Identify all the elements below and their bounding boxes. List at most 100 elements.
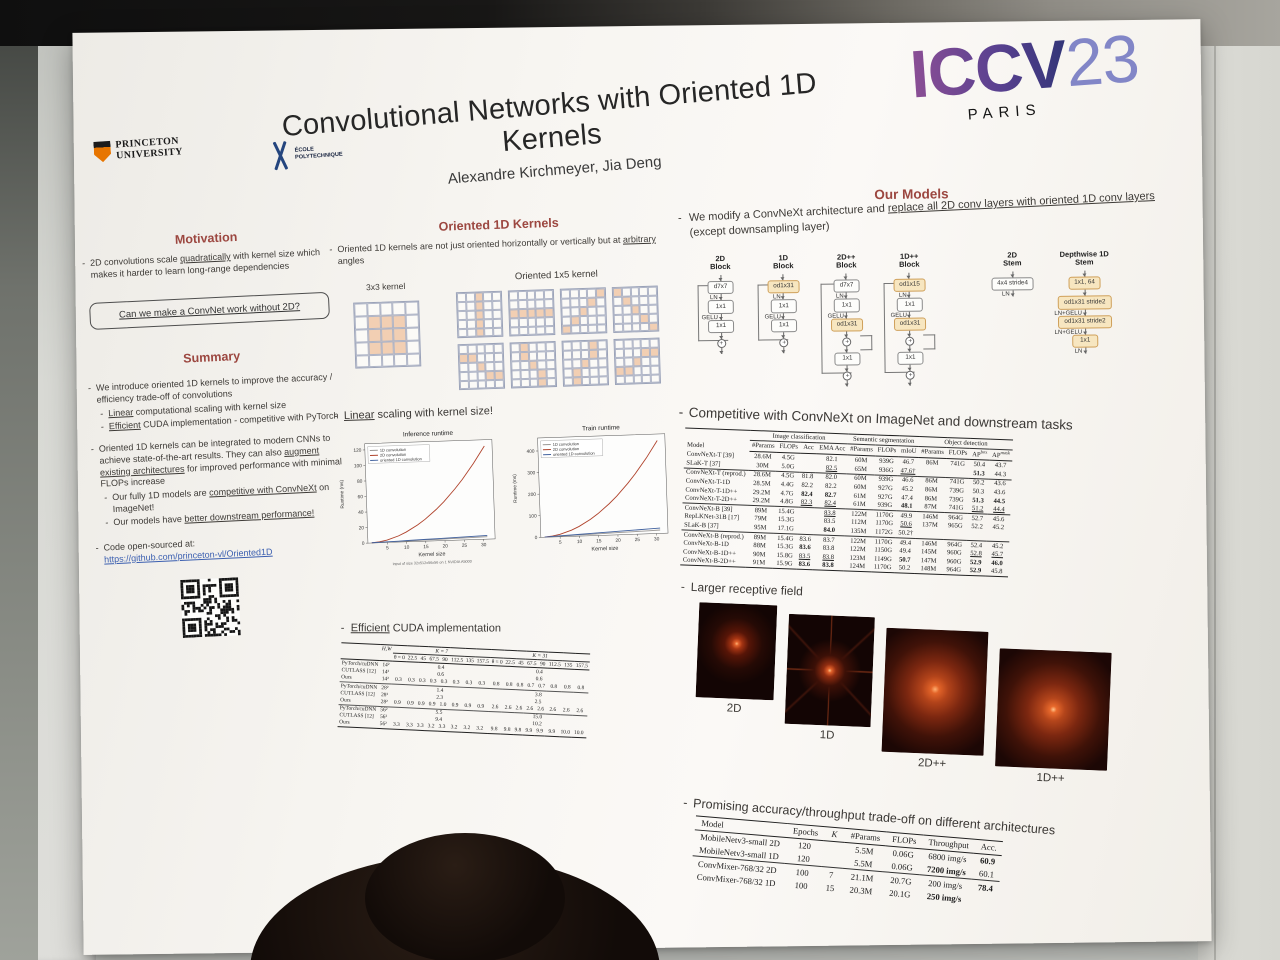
conv-node: 1x1 [833, 298, 860, 313]
svg-text:30: 30 [481, 542, 487, 548]
fft-spectrum-image [995, 648, 1112, 771]
layer-label: LN [1001, 291, 1010, 298]
kernel-cell [511, 361, 521, 371]
block-title: 2D Block [710, 253, 731, 272]
svg-text:25: 25 [462, 543, 468, 549]
kernel-cell [485, 370, 495, 380]
kernel-1x5-label: Oriented 1x5 kernel [514, 268, 598, 283]
kernel-cell [519, 352, 529, 362]
kernel-cell [649, 322, 659, 332]
kernel-cell [639, 296, 649, 306]
kernel-cell [468, 380, 478, 390]
motivation-bullet: 2D convolutions scale quadratically with… [81, 246, 334, 281]
kernel-cell [393, 340, 408, 354]
svg-text:1D convolution: 1D convolution [380, 447, 406, 453]
kernel-cell [624, 374, 634, 385]
kernel-cell [597, 323, 607, 333]
kernel-cell [527, 308, 537, 318]
kernel-cell [393, 327, 407, 342]
svg-text:Train runtime: Train runtime [582, 425, 620, 433]
block-title: 2D Stem [1003, 250, 1022, 268]
kernel-cell [465, 292, 475, 303]
kernel-grid [455, 291, 504, 339]
kernel-cell [407, 353, 421, 367]
kernel-cell [406, 327, 420, 341]
kernel-cell [486, 379, 496, 389]
kernel-cell [561, 307, 571, 317]
svg-text:input of size 32x512x56x56 on: input of size 32x512x56x56 on 1 NVIDIA A… [393, 560, 472, 567]
kernel-cell [632, 339, 642, 349]
kernel-cell [615, 366, 625, 376]
layer-label: LN [1074, 348, 1083, 355]
kernel-cell [459, 380, 469, 390]
kernel-cell [483, 309, 493, 320]
conv-node: 1x1 [897, 351, 924, 365]
kernel-cell [355, 354, 370, 368]
person-head [365, 833, 565, 960]
model-block: 2D Block d7x7 LN 1x1 GELU 1x1 + [691, 254, 751, 388]
receptive-label: 1D [819, 729, 835, 742]
kernel-cell [527, 317, 537, 327]
kernel-cell [538, 377, 548, 387]
kernel-cell [614, 340, 624, 350]
kernel-cell [622, 322, 632, 333]
kernel-cell [578, 298, 588, 308]
kernel-cell [613, 314, 623, 324]
kernel-cell [475, 319, 485, 329]
residual-sum: + [716, 338, 726, 348]
runtime-plot: 0 20 40 60 80 100 120 5 10 15 20 25 30 Inference runt… [339, 430, 496, 567]
kernel-cell [535, 308, 545, 318]
kernel-cell [536, 325, 546, 335]
kernel-cell [571, 359, 582, 369]
receptive-field-images: 2D 1D 2D++ 1D++ [675, 602, 1207, 791]
kernel-cell [641, 365, 651, 375]
kernel-cell [589, 367, 599, 377]
kernel-cell [570, 315, 580, 326]
stem-diagrams: 2D Stem 4x4 stride4 LN Depthwise 1D Stem 1x1, … [982, 249, 1115, 355]
kernel-cell [546, 377, 557, 387]
kernel-cell [483, 292, 493, 302]
kernel-cell [511, 378, 521, 388]
kernel-cell [537, 369, 547, 379]
kernel-cell [456, 293, 466, 303]
code-bullet: Code open-sourced at: https://github.com… [94, 531, 347, 566]
conv-node: 1x1 [770, 318, 798, 333]
kernel-cell [494, 352, 504, 362]
receptive-column: 1D++ [994, 615, 1113, 787]
runtime-plots: 0 20 40 60 80 100 120 5 10 15 20 25 30 Inference runt… [334, 417, 681, 588]
kernel-cell [528, 360, 538, 370]
kernel-cell [492, 318, 503, 328]
kernel-3x3-label: 3x3 kernel [365, 281, 406, 293]
conv-node: 4x4 stride4 [991, 277, 1035, 291]
kernel-cell [587, 288, 597, 299]
kernel-grid [507, 289, 556, 337]
kernel-cell [598, 358, 608, 368]
kernel-cell [537, 360, 547, 370]
kernel-cell [546, 359, 556, 370]
kernel-cell [598, 349, 608, 359]
kernel-cell [624, 366, 634, 376]
conv-node: od1x31 stride2 [1058, 314, 1112, 329]
kernel-cell [633, 365, 643, 375]
kernel-cell [621, 296, 631, 306]
kernel-cell [367, 315, 381, 330]
kernel-cell [630, 296, 640, 306]
wall-left-edge [0, 0, 38, 960]
kernel-cell [598, 375, 609, 385]
kernel-cell [630, 305, 641, 315]
svg-text:15: 15 [423, 544, 429, 550]
kernel-cell [640, 322, 650, 332]
kernel-cell [354, 316, 368, 330]
kernel-cell [493, 327, 503, 337]
poster-title-block: Convolutional Networks with Oriented 1D … [239, 64, 864, 204]
kernel-cell [561, 298, 571, 308]
kernel-cell [529, 378, 539, 388]
kernel-cell [588, 340, 599, 351]
conv-node: 1x1 [896, 297, 923, 312]
kernel-cell [623, 357, 634, 367]
kernel-cell [588, 324, 598, 334]
svg-text:2D convolution: 2D convolution [380, 452, 406, 458]
kernel-cell [476, 362, 486, 372]
kernel-cell [581, 376, 591, 386]
